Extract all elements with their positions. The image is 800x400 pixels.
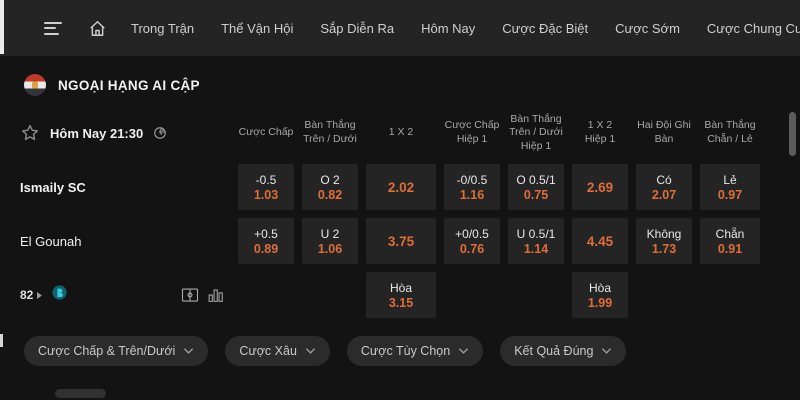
market-count-expander[interactable]: 82 [20,288,43,302]
odds-draw-1x2-h1[interactable]: Hòa 1.99 [572,272,628,318]
nav-item-sports[interactable]: Thể Vận Hội [221,20,294,36]
league-name: NGOẠI HẠNG AI CẬP [58,77,200,93]
filter-parlay[interactable]: Cược Xâu [225,336,330,366]
col-btts: Hai Đội Ghi Bàn [637,119,691,145]
nav-items: Trong Trận Thể Vận Hội Sắp Diễn Ra Hôm N… [131,21,800,36]
away-team-name[interactable]: El Gounah [20,233,82,249]
col-1x2: 1 X 2 [388,126,414,139]
nav-item-upcoming[interactable]: Sắp Diễn Ra [320,20,395,36]
table-row-away: El Gounah +0.5 0.89 U 2 1.06 3.75 +0/0.5… [0,214,800,268]
egypt-flag-icon [24,74,46,96]
favorite-star-icon[interactable] [20,123,40,143]
nav-item-specials[interactable]: Cược Đặc Biệt [502,20,589,36]
clock-icon [153,126,167,140]
odds-away-1x2-h1[interactable]: 4.45 [572,218,628,264]
odds-goals-even[interactable]: Chẵn 0.91 [700,218,760,264]
stats-icon[interactable] [207,287,224,303]
caret-right-icon [37,291,43,299]
nav-item-early[interactable]: Cược Sớm [615,20,680,36]
chevron-down-icon [602,348,612,354]
cashout-icon [51,284,68,306]
league-header[interactable]: NGOẠI HẠNG AI CẬP [0,56,800,106]
filter-handicap-ou[interactable]: Cược Chấp & Trên/Dưới [24,336,209,366]
table-row-draw: 82 Hòa 3.15 Hòa 1.99 [0,268,800,322]
odds-away-1x2[interactable]: 3.75 [366,218,436,264]
odds-away-under-h1[interactable]: U 0.5/1 1.14 [508,218,564,264]
odds-away-handicap[interactable]: +0.5 0.89 [238,218,294,264]
odds-away-handicap-h1[interactable]: +0/0.5 0.76 [444,218,500,264]
filter-correct-score[interactable]: Kết Quả Đúng [500,336,627,366]
match-time[interactable]: Hôm Nay 21:30 [50,125,144,141]
scrollbar-thumb[interactable] [789,112,796,156]
nav-item-in-play[interactable]: Trong Trận [131,20,195,36]
market-filter-bar: Cược Chấp & Trên/Dưới Cược Xâu Cược Tùy … [0,322,800,366]
chevron-down-icon [305,348,316,354]
col-odd-even: Bàn Thắng Chẵn / Lẻ [704,119,756,145]
odds-home-over-h1[interactable]: O 0.5/1 0.75 [508,164,564,210]
odds-table-header: Hôm Nay 21:30 Cược Chấp Bàn Thắng Trên /… [0,106,800,160]
odds-home-1x2-h1[interactable]: 2.69 [572,164,628,210]
page-edge-sliver [0,0,4,54]
col-over-under-h1: Bàn Thắng Trên / Dưới Hiệp 1 [509,112,563,152]
nav-item-outrights[interactable]: Cược Chung Cuộc [706,20,800,36]
chevron-down-icon [184,348,194,354]
page-edge-sliver-2 [0,334,3,347]
odds-btts-no[interactable]: Không 1.73 [636,218,692,264]
odds-away-under[interactable]: U 2 1.06 [302,218,358,264]
odds-goals-odd[interactable]: Lẻ 0.97 [700,164,760,210]
odds-home-1x2[interactable]: 2.02 [366,164,436,210]
filter-custom-bets[interactable]: Cược Tùy Chọn [346,336,484,366]
col-1x2-h1: 1 X 2 Hiệp 1 [584,119,616,145]
odds-home-handicap[interactable]: -0.5 1.03 [238,164,294,210]
menu-icon[interactable] [44,21,62,35]
col-handicap-h1: Cược Chấp Hiệp 1 [444,119,500,145]
home-team-name[interactable]: Ismaily SC [20,179,86,195]
home-icon[interactable] [88,19,107,38]
next-section-edge [55,389,106,398]
col-over-under: Bàn Thắng Trên / Dưới [303,119,357,145]
pitch-view-icon[interactable] [181,287,199,303]
table-row-home: Ismaily SC -0.5 1.03 O 2 0.82 2.02 -0/0.… [0,160,800,214]
odds-draw-1x2[interactable]: Hòa 3.15 [366,272,436,318]
odds-home-handicap-h1[interactable]: -0/0.5 1.16 [444,164,500,210]
chevron-down-icon [459,348,469,354]
odds-home-over[interactable]: O 2 0.82 [302,164,358,210]
col-handicap: Cược Chấp [238,126,294,139]
top-nav: Trong Trận Thể Vận Hội Sắp Diễn Ra Hôm N… [0,0,800,56]
odds-btts-yes[interactable]: Có 2.07 [636,164,692,210]
nav-item-today[interactable]: Hôm Nay [421,20,476,36]
